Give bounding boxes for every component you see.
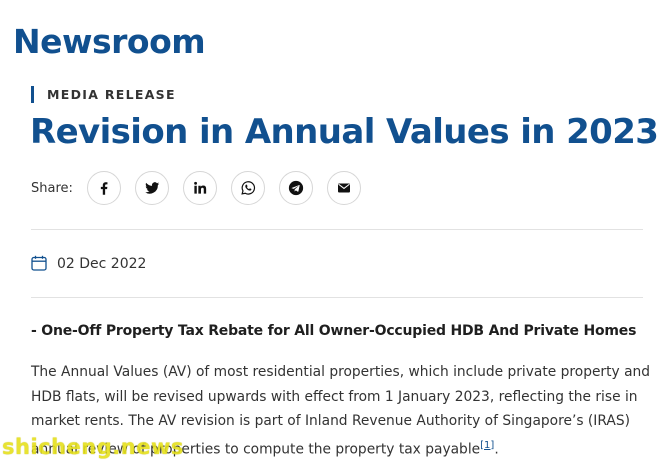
email-icon [338, 183, 350, 193]
facebook-icon [100, 182, 108, 195]
share-telegram-button[interactable] [279, 171, 313, 205]
body-line-text: annual review of properties to compute t… [31, 441, 481, 458]
linkedin-icon [194, 181, 207, 194]
twitter-icon [145, 182, 160, 194]
whatsapp-icon [241, 181, 256, 195]
body-line: market rents. The AV revision is part of… [31, 413, 630, 429]
share-label: Share: [31, 181, 73, 196]
divider [31, 229, 643, 230]
body-line-last: annual review of properties to compute t… [31, 434, 645, 462]
publish-date: 02 Dec 2022 [57, 256, 147, 272]
watermark: shicheng.news [2, 435, 184, 459]
newsroom-heading: Newsroom [13, 22, 206, 61]
share-email-button[interactable] [327, 171, 361, 205]
footnote-link[interactable]: [1] [480, 439, 495, 451]
share-whatsapp-button[interactable] [231, 171, 265, 205]
share-linkedin-button[interactable] [183, 171, 217, 205]
share-facebook-button[interactable] [87, 171, 121, 205]
article-subheading: - One-Off Property Tax Rebate for All Ow… [31, 323, 637, 339]
body-line: The Annual Values (AV) of most residenti… [31, 364, 651, 380]
article-title: Revision in Annual Values in 2023 [30, 112, 659, 152]
calendar-icon [31, 255, 47, 271]
body-line-end: . [494, 441, 499, 458]
telegram-icon [288, 180, 304, 196]
divider [31, 297, 643, 298]
share-twitter-button[interactable] [135, 171, 169, 205]
category-label: MEDIA RELEASE [31, 86, 176, 103]
article-body: The Annual Values (AV) of most residenti… [31, 360, 651, 462]
body-line: HDB flats, will be revised upwards with … [31, 388, 638, 405]
